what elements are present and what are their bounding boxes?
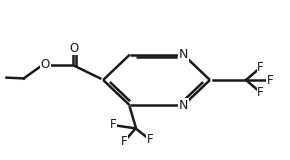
Text: F: F (257, 86, 264, 99)
Text: O: O (41, 58, 50, 71)
Text: N: N (179, 99, 188, 112)
Text: F: F (267, 73, 273, 87)
Text: F: F (257, 61, 264, 74)
Text: F: F (121, 135, 128, 148)
Text: N: N (179, 48, 188, 61)
Text: F: F (109, 119, 116, 132)
Text: F: F (147, 133, 153, 146)
Text: O: O (70, 42, 79, 55)
